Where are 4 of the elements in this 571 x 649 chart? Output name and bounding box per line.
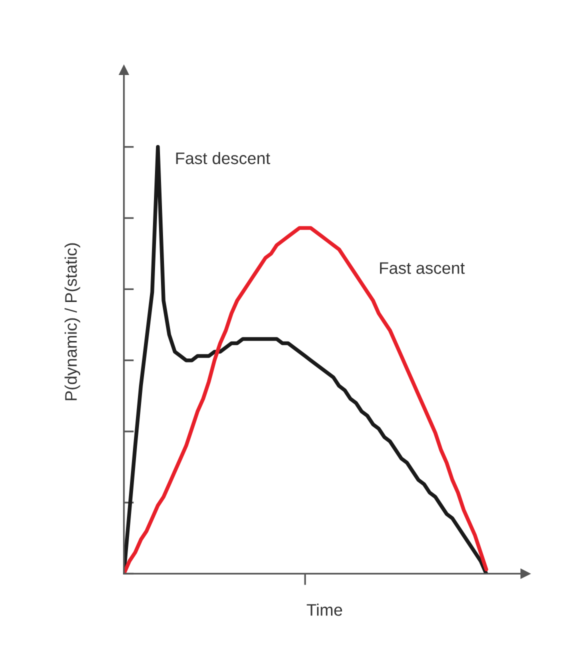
y-axis-title: P(dynamic) / P(static) xyxy=(64,243,80,400)
series-label: Fast descent xyxy=(176,152,270,164)
series-label: Fast ascent xyxy=(380,262,465,274)
x-axis-title: Time xyxy=(306,604,342,616)
